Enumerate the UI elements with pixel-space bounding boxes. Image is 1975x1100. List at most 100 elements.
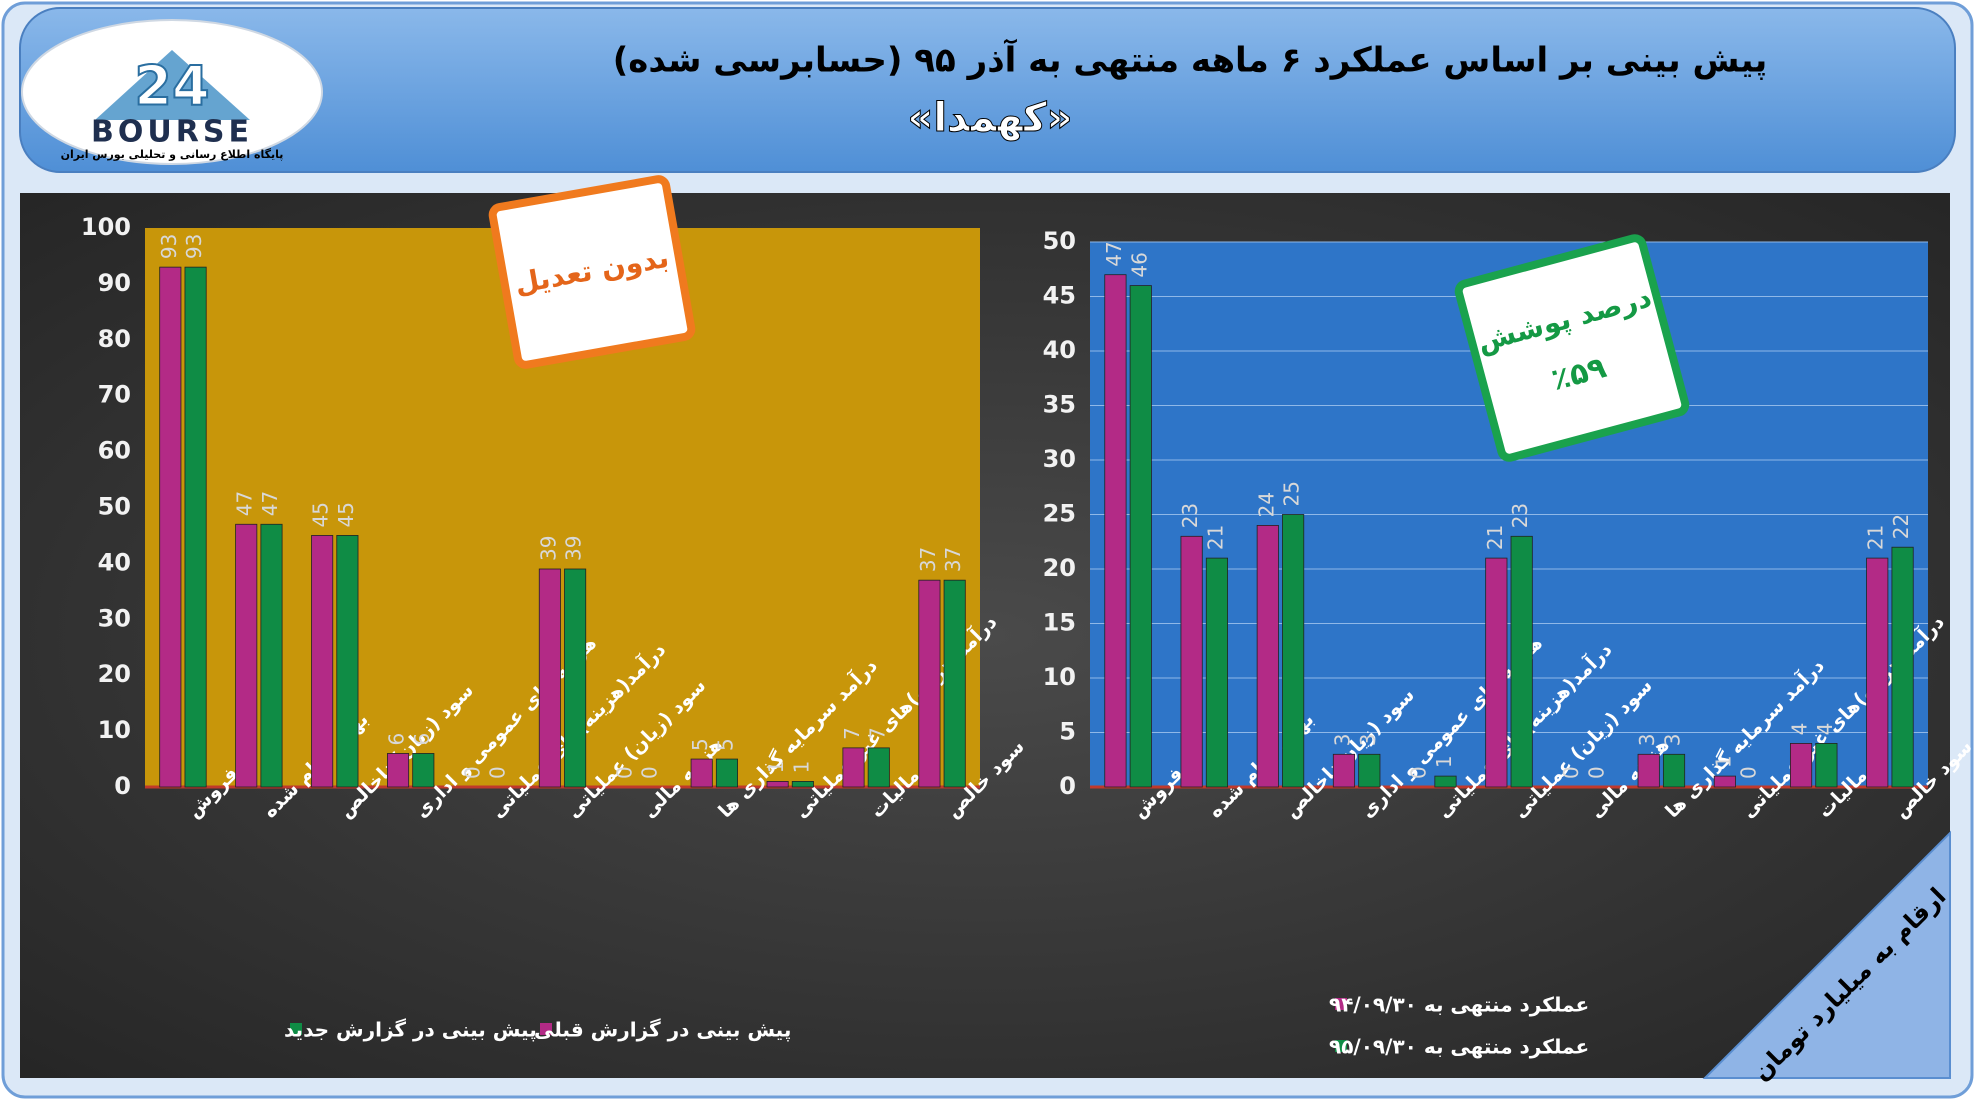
- value-label: 1: [764, 761, 788, 774]
- bar: [1434, 775, 1457, 788]
- legend-swatch: [290, 1023, 302, 1035]
- bar: [538, 568, 561, 788]
- value-label: 7: [865, 727, 889, 740]
- bar: [766, 781, 789, 788]
- bar: [1104, 274, 1127, 788]
- y-tick-label: 5: [1059, 718, 1076, 746]
- y-tick-label: 10: [98, 716, 131, 744]
- value-label: 47: [258, 491, 282, 516]
- value-label: 1: [789, 761, 813, 774]
- bar: [412, 753, 435, 788]
- value-label: 3: [1356, 734, 1380, 747]
- y-tick-label: 80: [98, 325, 131, 353]
- legend-swatch: [540, 1023, 552, 1035]
- value-label: 1: [1711, 755, 1735, 768]
- bar: [1637, 753, 1660, 788]
- logo-tagline: پایگاه اطلاع رسانی و تحلیلی بورس ایران: [61, 148, 284, 161]
- value-label: 21: [1864, 525, 1888, 550]
- y-tick-label: 10: [1043, 663, 1076, 691]
- y-tick-label: 30: [1043, 445, 1076, 473]
- legend-label: پیش بینی در گزارش قبلی: [534, 1018, 791, 1043]
- value-label: 6: [385, 733, 409, 746]
- y-tick-label: 0: [114, 772, 131, 800]
- bar: [791, 781, 814, 788]
- bar: [1485, 557, 1508, 788]
- y-tick-label: 40: [1043, 336, 1076, 364]
- value-label: 0: [1584, 766, 1608, 779]
- bar: [1205, 557, 1229, 788]
- value-label: 25: [1280, 481, 1304, 506]
- bar: [1662, 753, 1686, 788]
- value-label: 0: [1737, 766, 1761, 779]
- y-tick-label: 50: [1043, 227, 1076, 255]
- bar: [943, 579, 966, 788]
- bar: [1510, 535, 1533, 788]
- callout-right: درصد پوشش ٪۵۹: [1454, 234, 1690, 462]
- y-tick-label: 60: [98, 437, 131, 465]
- bar: [1789, 743, 1813, 788]
- bar: [690, 758, 713, 788]
- y-tick-label: 70: [98, 381, 131, 409]
- logo-shape: [95, 50, 250, 120]
- value-label: 4: [1813, 723, 1837, 736]
- bar: [1129, 285, 1152, 788]
- logo: 24 BOURSE پایگاه اطلاع رسانی و تحلیلی بو…: [21, 19, 323, 165]
- bar: [1332, 753, 1356, 788]
- logo-name: BOURSE: [91, 115, 253, 150]
- y-tick-label: 20: [1043, 554, 1076, 582]
- chart: 0102030405060708090100فروش9393بهای تمام …: [81, 213, 1029, 1043]
- bar: [564, 568, 587, 788]
- bar: [715, 758, 738, 788]
- value-label: 1: [1432, 755, 1456, 768]
- value-label: 3: [1635, 734, 1659, 747]
- header-band: [19, 7, 1956, 173]
- y-tick-label: 90: [98, 269, 131, 297]
- bar: [1282, 514, 1305, 788]
- bar: [336, 535, 359, 788]
- y-tick-label: 15: [1043, 609, 1076, 637]
- legend-label: پیش بینی در گزارش جدید: [284, 1018, 537, 1043]
- value-label: 4: [1788, 723, 1812, 736]
- y-tick-label: 35: [1043, 391, 1076, 419]
- value-label: 0: [1407, 766, 1431, 779]
- bar: [867, 747, 890, 788]
- value-label: 45: [334, 502, 358, 527]
- value-label: 39: [562, 536, 586, 561]
- value-label: 47: [1102, 241, 1126, 266]
- bar: [842, 747, 865, 788]
- legend-label: عملکرد منتهی به ۹۵/۰۹/۳۰: [1329, 1035, 1589, 1059]
- callout-left: بدون تعدیل: [488, 175, 696, 369]
- y-tick-label: 0: [1059, 772, 1076, 800]
- value-label: 0: [486, 766, 510, 779]
- value-label: 46: [1127, 252, 1151, 277]
- value-label: 93: [157, 234, 181, 259]
- bar: [1256, 525, 1279, 788]
- value-label: 37: [941, 547, 965, 572]
- value-label: 6: [410, 733, 434, 746]
- value-label: 39: [536, 536, 560, 561]
- value-label: 23: [1508, 503, 1532, 528]
- bar: [159, 266, 182, 788]
- value-label: 0: [638, 766, 662, 779]
- bar: [235, 523, 258, 788]
- y-tick-label: 40: [98, 548, 131, 576]
- value-label: 24: [1254, 492, 1278, 517]
- value-label: 93: [182, 234, 206, 259]
- value-label: 0: [1559, 766, 1583, 779]
- bar: [311, 535, 334, 788]
- logo-number: 24: [134, 55, 209, 118]
- header-subtitle: «کهمدا»: [908, 95, 1073, 141]
- y-tick-label: 45: [1043, 282, 1076, 310]
- note-triangle: [1702, 830, 1951, 1079]
- value-label: 22: [1889, 514, 1913, 539]
- bar: [1358, 753, 1381, 788]
- bar: [1180, 535, 1203, 788]
- y-tick-label: 100: [81, 213, 131, 241]
- y-tick-label: 20: [98, 660, 131, 688]
- value-label: 37: [916, 547, 940, 572]
- y-tick-label: 50: [98, 493, 131, 521]
- legend-swatch: [1335, 1040, 1347, 1052]
- value-label: 47: [233, 491, 257, 516]
- bar: [1891, 546, 1914, 788]
